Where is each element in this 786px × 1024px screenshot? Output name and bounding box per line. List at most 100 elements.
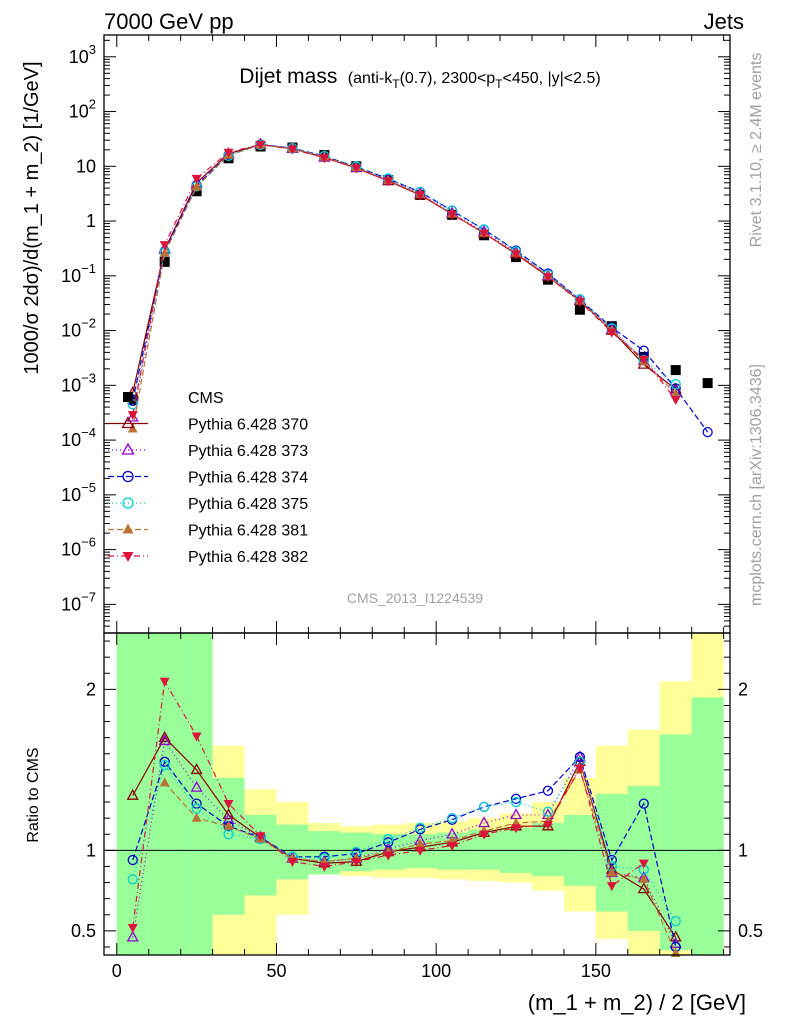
main-data-point (574, 297, 585, 307)
ratio-data-point (223, 820, 234, 830)
ratio-y-tick-label: 0.5 (71, 921, 96, 941)
legend-entry-pythia-6-428-381: Pythia 6.428 381 (108, 523, 308, 540)
header-right: Jets (704, 9, 744, 34)
main-series-pythia-6-428-381 (127, 139, 681, 433)
ratio-data-point (223, 800, 234, 810)
main-data-point (319, 154, 330, 164)
ratio-data-point (447, 841, 458, 851)
x-tick-label: 100 (421, 961, 451, 981)
main-data-point (415, 191, 426, 201)
legend-marker (121, 442, 135, 455)
ratio-data-point (574, 764, 585, 774)
ratio-data-point (127, 924, 138, 934)
main-data-point (606, 328, 617, 338)
analysis-watermark: CMS_2013_I1224539 (347, 590, 483, 606)
ratio-data-point (158, 734, 171, 746)
legend-label: Pythia 6.428 375 (188, 496, 308, 513)
main-series-line (132, 144, 677, 405)
x-tick-label: 0 (112, 961, 122, 981)
main-y-tick-label: 10−3 (61, 370, 96, 395)
main-series-pythia-6-428-373 (126, 137, 682, 422)
legend-marker (122, 523, 134, 534)
ratio-data-point (158, 730, 171, 742)
main-data-point (479, 229, 490, 239)
legend-label: Pythia 6.428 374 (188, 470, 308, 487)
ratio-data-point (606, 867, 617, 877)
ratio-band-inner (244, 814, 277, 896)
ratio-data-point (670, 916, 681, 927)
ratio-data-point (606, 882, 617, 892)
main-y-tick-label: 102 (69, 97, 96, 122)
main-data-point (447, 210, 458, 220)
ratio-y-tick-label: 2 (86, 679, 96, 699)
mcplots-label: mcplots.cern.ch [arXiv:1306.3436] (748, 364, 765, 606)
main-y-tick-label: 10−7 (61, 589, 96, 614)
main-data-point (351, 164, 362, 174)
ratio-data-point (159, 759, 170, 771)
ratio-data-point (383, 851, 394, 861)
main-y-tick-label: 10−5 (61, 480, 96, 505)
ratio-y-tick-label-right: 1 (738, 840, 748, 860)
main-data-point (702, 378, 713, 389)
ratio-y-axis-label: Ratio to CMS (25, 747, 42, 842)
ratio-data-point (190, 780, 203, 792)
ratio-data-point (542, 820, 553, 830)
main-y-axis-label: 1000/σ 2dσ)/d(m_1 + m_2) [1/GeV] (21, 61, 43, 374)
ratio-band-inner (531, 822, 564, 877)
ratio-series-pythia-6-428-382 (127, 677, 649, 934)
legend-marker (122, 552, 134, 562)
ratio-data-point (574, 751, 586, 763)
legend-marker (122, 470, 134, 483)
main-data-point (223, 148, 234, 158)
ratio-series-line (132, 736, 677, 938)
ratio-data-point (637, 882, 650, 894)
ratio-data-point (415, 838, 426, 848)
ratio-data-point (446, 813, 458, 824)
legend-marker (123, 392, 133, 402)
main-series-line (132, 143, 677, 415)
header-left: 7000 GeV pp (104, 9, 234, 34)
main-data-point (702, 426, 713, 438)
main-series-pythia-6-428-375 (127, 139, 681, 410)
ratio-data-point (222, 808, 235, 820)
ratio-data-point (510, 796, 522, 808)
rivet-version-label: Rivet 3.1.10, ≥ 2.4M events (748, 53, 765, 248)
main-y-tick-label: 1 (86, 211, 96, 231)
ratio-series-line (132, 755, 677, 948)
main-data-point (383, 177, 394, 187)
legend-label: Pythia 6.428 381 (188, 523, 308, 540)
main-data-point (127, 411, 138, 421)
ratio-band-inner (627, 785, 660, 931)
main-data-point (511, 250, 521, 260)
ratio-data-point (351, 858, 362, 868)
legend: CMS Pythia 6.428 370 Pythia 6.428 373 Pythi… (108, 390, 308, 566)
title-main: Dijet mass (239, 65, 337, 88)
main-y-tick-label: 10 (76, 156, 96, 176)
ratio-data-point (191, 812, 202, 822)
main-data-point (159, 241, 170, 251)
ratio-band-inner (595, 794, 628, 912)
legend-entry-pythia-6-428-370: Pythia 6.428 370 (108, 416, 308, 434)
ratio-uncertainty-bands (104, 633, 730, 955)
legend-label: Pythia 6.428 382 (188, 549, 308, 566)
legend-marker (121, 416, 135, 429)
legend-marker (122, 497, 134, 509)
main-data-point (191, 181, 202, 191)
ratio-data-point (159, 777, 170, 787)
main-series-line (132, 143, 677, 393)
ratio-y-tick-label-right: 2 (738, 679, 748, 699)
main-data-point (574, 304, 585, 315)
main-series-pythia-6-428-370 (126, 137, 682, 398)
main-y-tick-label: 10−1 (61, 261, 96, 286)
main-y-tick-label: 10−2 (61, 316, 96, 341)
ratio-data-point (478, 801, 490, 813)
ratio-band-inner (691, 697, 724, 955)
ratio-y-tick-label: 1 (86, 840, 96, 860)
main-plot-frame (103, 34, 731, 634)
main-data-point (542, 273, 553, 283)
legend-entry-pythia-6-428-373: Pythia 6.428 373 (108, 442, 308, 460)
ratio-band-inner (116, 633, 149, 955)
legend-label: Pythia 6.428 373 (188, 443, 308, 460)
chart-title: Dijet mass (anti-kT(0.7), 2300<pT<450, |… (239, 65, 600, 91)
